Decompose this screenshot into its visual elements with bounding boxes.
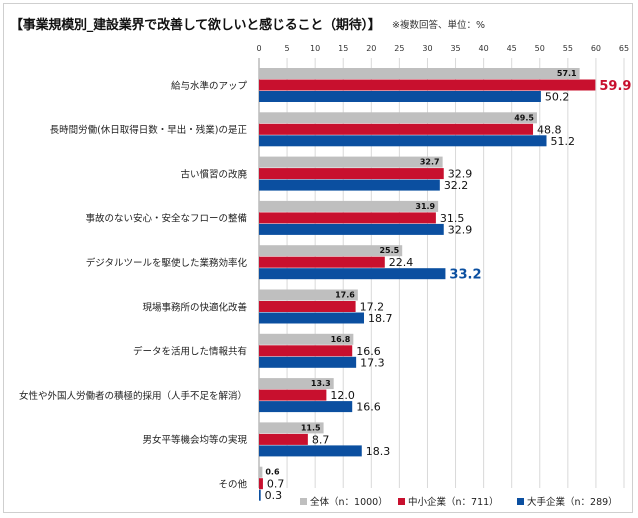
x-tick-label: 65 (619, 44, 629, 53)
data-label: 16.8 (331, 335, 351, 344)
bar (259, 168, 444, 180)
data-label: 48.8 (537, 123, 562, 136)
x-tick-label: 10 (310, 44, 320, 53)
data-label: 16.6 (356, 345, 381, 358)
bar (259, 466, 263, 478)
x-tick-label: 25 (394, 44, 404, 53)
bar (259, 389, 327, 401)
bar (259, 112, 537, 124)
data-label: 31.9 (415, 202, 435, 211)
bar (259, 179, 440, 191)
data-label: 57.1 (557, 69, 577, 78)
data-label: 25.5 (379, 246, 399, 255)
data-label: 18.3 (366, 445, 391, 458)
legend-label: 大手企業（n：289） (527, 496, 618, 508)
bar (259, 489, 261, 501)
data-label: 49.5 (514, 113, 534, 122)
bar (259, 433, 308, 445)
x-tick-label: 30 (422, 44, 432, 53)
bar (259, 91, 541, 102)
bar (259, 401, 353, 413)
category-label: 現場事務所の快適化改善 (142, 301, 247, 313)
x-tick-label: 50 (535, 44, 545, 53)
x-tick-label: 55 (563, 44, 573, 53)
data-label: 32.9 (448, 223, 473, 236)
legend-swatch (398, 498, 405, 505)
data-label: 17.6 (335, 291, 355, 300)
data-label: 17.3 (360, 356, 385, 369)
data-label: 22.4 (389, 256, 414, 269)
bar (259, 79, 596, 91)
x-tick-label: 5 (285, 44, 290, 53)
category-label: 女性や外国人労働者の積極的採用（人手不足を解消） (19, 390, 247, 402)
data-label: 17.2 (360, 301, 385, 314)
x-tick-label: 60 (591, 44, 601, 53)
bar (259, 356, 357, 368)
data-label: 33.2 (449, 268, 481, 283)
category-label: 給与水準のアップ (171, 80, 248, 92)
data-label: 0.7 (267, 478, 285, 491)
bar (259, 268, 446, 280)
data-label: 13.3 (311, 379, 331, 388)
bar (259, 301, 356, 312)
bar (259, 135, 547, 147)
data-label: 11.5 (301, 423, 321, 432)
category-label: その他 (218, 478, 247, 490)
x-tick-label: 40 (479, 44, 489, 53)
category-label: 男女平等機会均等の実現 (142, 434, 247, 446)
legend-label: 全体（n：1000） (310, 496, 388, 508)
category-label: 長時間労働(休日取得日数・早出・残業)の是正 (50, 124, 248, 136)
x-tick-label: 35 (450, 44, 460, 53)
data-label: 0.6 (265, 468, 280, 477)
data-label: 18.7 (368, 312, 393, 325)
bar (259, 245, 403, 257)
bar (259, 223, 444, 235)
bar (259, 200, 439, 212)
data-label: 59.9 (599, 79, 631, 94)
legend-swatch (517, 498, 524, 505)
bar (259, 422, 324, 434)
data-label: 16.6 (356, 401, 381, 414)
bar (259, 312, 365, 324)
x-tick-label: 15 (338, 44, 348, 53)
category-label: デジタルツールを駆使した業務効率化 (86, 257, 248, 269)
data-label: 12.0 (330, 389, 355, 402)
x-tick-label: 0 (256, 44, 261, 53)
x-tick-label: 45 (507, 44, 517, 53)
bar (259, 289, 358, 301)
bar (259, 156, 443, 168)
bar (259, 256, 385, 268)
bar (259, 378, 334, 390)
data-label: 32.9 (448, 168, 473, 181)
chart-title: 【事業規模別_建設業界で改善して欲しいと感じること（期待）】 (10, 18, 381, 33)
data-label: 51.2 (551, 135, 576, 148)
bar (259, 445, 362, 457)
x-tick-label: 20 (366, 44, 376, 53)
bar (259, 123, 534, 135)
category-label: 古い慣習の改廃 (180, 168, 247, 180)
category-label: データを活用した情報共有 (133, 346, 247, 358)
data-label: 31.5 (440, 212, 465, 225)
bar (259, 333, 354, 345)
bar (259, 345, 353, 357)
category-label: 事故のない安心・安全なフローの整備 (85, 213, 247, 225)
legend-swatch (300, 498, 307, 505)
bar (259, 212, 436, 224)
data-label: 32.2 (444, 179, 469, 192)
chart-note: ※複数回答、単位：% (392, 20, 485, 31)
bar (259, 478, 263, 490)
data-label: 8.7 (312, 433, 330, 446)
data-label: 0.3 (265, 489, 283, 502)
data-label: 50.2 (545, 91, 570, 104)
bar (259, 68, 580, 79)
data-label: 32.7 (420, 158, 440, 167)
legend-label: 中小企業（n：711） (408, 496, 499, 508)
